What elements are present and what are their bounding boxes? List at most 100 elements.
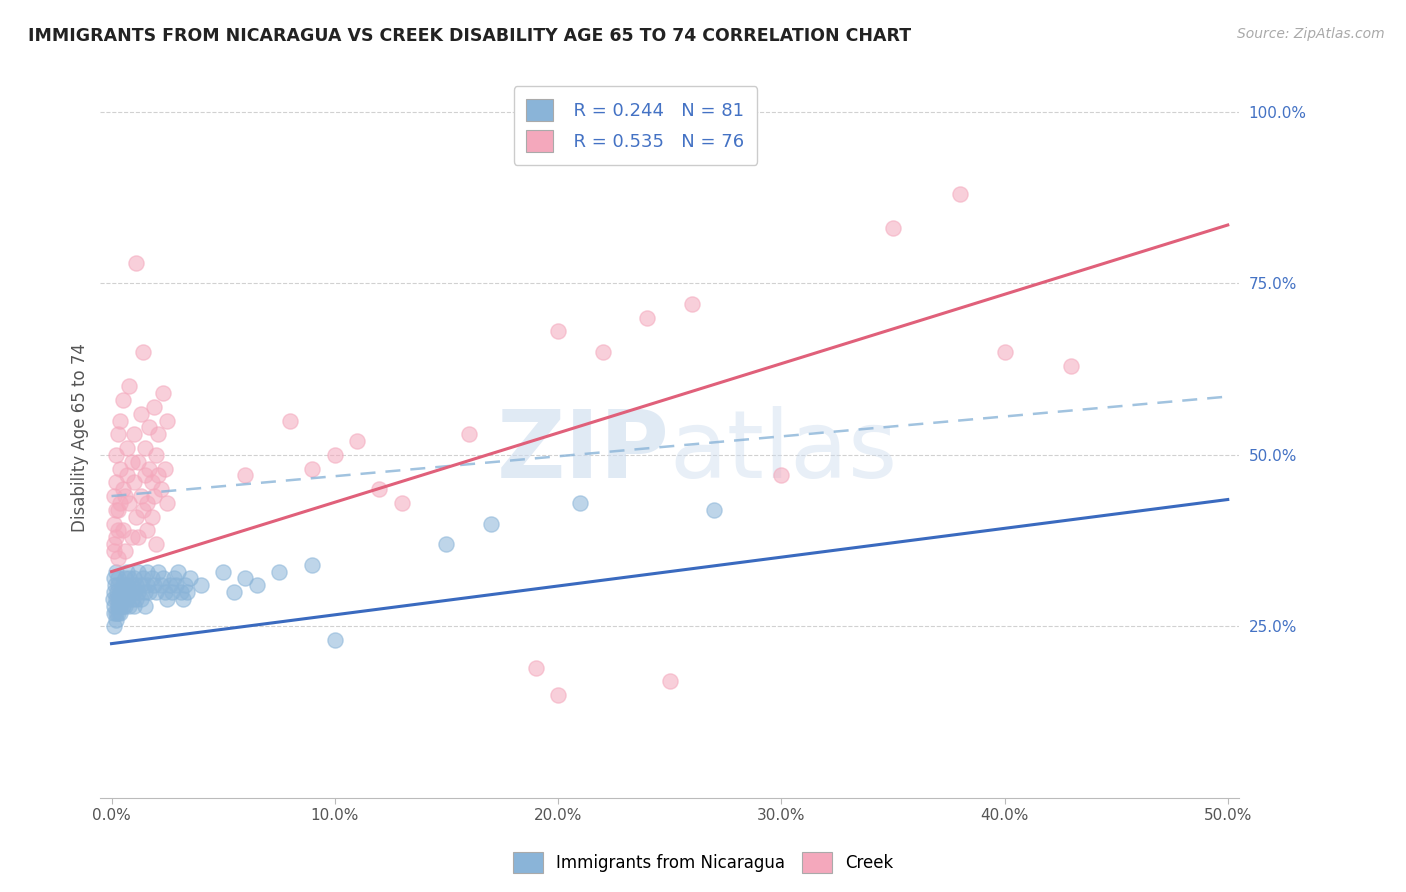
Point <box>524 661 547 675</box>
Point <box>246 578 269 592</box>
Point <box>212 565 235 579</box>
Point <box>115 441 138 455</box>
Point <box>118 496 141 510</box>
Point <box>125 509 148 524</box>
Point <box>149 578 172 592</box>
Point <box>224 585 246 599</box>
Point <box>658 674 681 689</box>
Point <box>138 461 160 475</box>
Point <box>114 585 136 599</box>
Point <box>346 434 368 449</box>
Point <box>152 571 174 585</box>
Point <box>104 606 127 620</box>
Point <box>107 427 129 442</box>
Point <box>301 461 323 475</box>
Point <box>142 400 165 414</box>
Point <box>949 187 972 202</box>
Point <box>107 524 129 538</box>
Point <box>323 633 346 648</box>
Point <box>141 509 163 524</box>
Point <box>122 571 145 585</box>
Point <box>114 544 136 558</box>
Point <box>235 468 257 483</box>
Point <box>110 414 132 428</box>
Point <box>993 345 1015 359</box>
Point <box>107 503 129 517</box>
Point <box>136 496 159 510</box>
Point <box>153 585 176 599</box>
Point <box>104 592 127 607</box>
Point <box>132 503 155 517</box>
Point <box>125 592 148 607</box>
Point <box>156 414 179 428</box>
Point <box>145 585 167 599</box>
Point <box>149 482 172 496</box>
Point <box>132 345 155 359</box>
Point <box>111 585 134 599</box>
Point <box>165 578 187 592</box>
Point <box>172 592 194 607</box>
Point <box>770 468 793 483</box>
Point <box>153 461 176 475</box>
Point <box>103 544 125 558</box>
Point <box>127 530 149 544</box>
Point <box>110 461 132 475</box>
Point <box>115 565 138 579</box>
Point <box>136 565 159 579</box>
Point <box>129 578 152 592</box>
Point <box>136 578 159 592</box>
Point <box>138 585 160 599</box>
Point <box>160 585 183 599</box>
Point <box>547 688 569 702</box>
Point <box>125 578 148 592</box>
Point <box>703 503 725 517</box>
Point <box>104 448 127 462</box>
Point <box>301 558 323 572</box>
Point <box>111 599 134 613</box>
Point <box>174 578 197 592</box>
Point <box>111 392 134 407</box>
Point <box>122 475 145 490</box>
Point <box>104 530 127 544</box>
Point <box>134 599 156 613</box>
Point <box>110 585 132 599</box>
Point <box>103 599 125 613</box>
Point <box>134 585 156 599</box>
Point <box>110 496 132 510</box>
Point <box>103 516 125 531</box>
Point <box>681 297 703 311</box>
Point <box>115 578 138 592</box>
Point <box>118 585 141 599</box>
Point <box>368 482 391 496</box>
Point <box>134 441 156 455</box>
Point <box>323 448 346 462</box>
Point <box>882 221 904 235</box>
Text: atlas: atlas <box>669 406 898 498</box>
Point <box>110 592 132 607</box>
Point <box>134 468 156 483</box>
Point <box>107 550 129 565</box>
Point <box>103 585 125 599</box>
Point <box>176 585 198 599</box>
Point <box>122 427 145 442</box>
Point <box>122 599 145 613</box>
Point <box>103 606 125 620</box>
Text: IMMIGRANTS FROM NICARAGUA VS CREEK DISABILITY AGE 65 TO 74 CORRELATION CHART: IMMIGRANTS FROM NICARAGUA VS CREEK DISAB… <box>28 27 911 45</box>
Point <box>129 489 152 503</box>
Point <box>434 537 457 551</box>
Point <box>114 599 136 613</box>
Point <box>141 475 163 490</box>
Point <box>118 379 141 393</box>
Point <box>190 578 212 592</box>
Point <box>145 537 167 551</box>
Point <box>636 310 658 325</box>
Point <box>136 524 159 538</box>
Point <box>547 324 569 338</box>
Text: Source: ZipAtlas.com: Source: ZipAtlas.com <box>1237 27 1385 41</box>
Point <box>114 571 136 585</box>
Point <box>110 606 132 620</box>
Point <box>107 599 129 613</box>
Point <box>104 565 127 579</box>
Point <box>142 489 165 503</box>
Point <box>125 256 148 270</box>
